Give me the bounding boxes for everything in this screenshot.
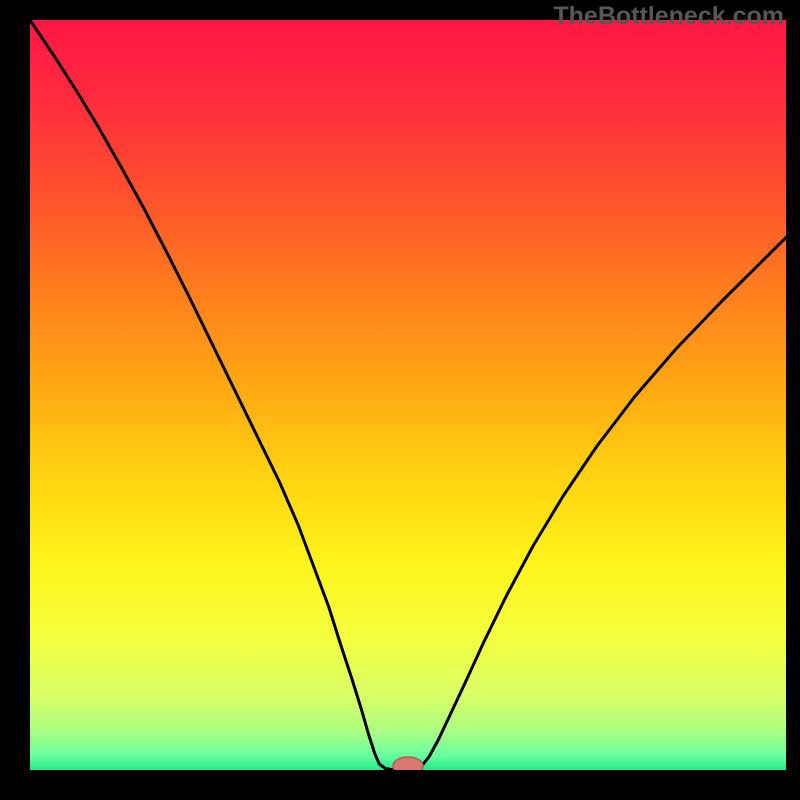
chart-canvas: TheBottleneck.com <box>0 0 800 800</box>
plot-gradient-background <box>30 20 786 770</box>
bottleneck-curve-chart <box>0 0 800 800</box>
watermark-text: TheBottleneck.com <box>553 2 784 31</box>
